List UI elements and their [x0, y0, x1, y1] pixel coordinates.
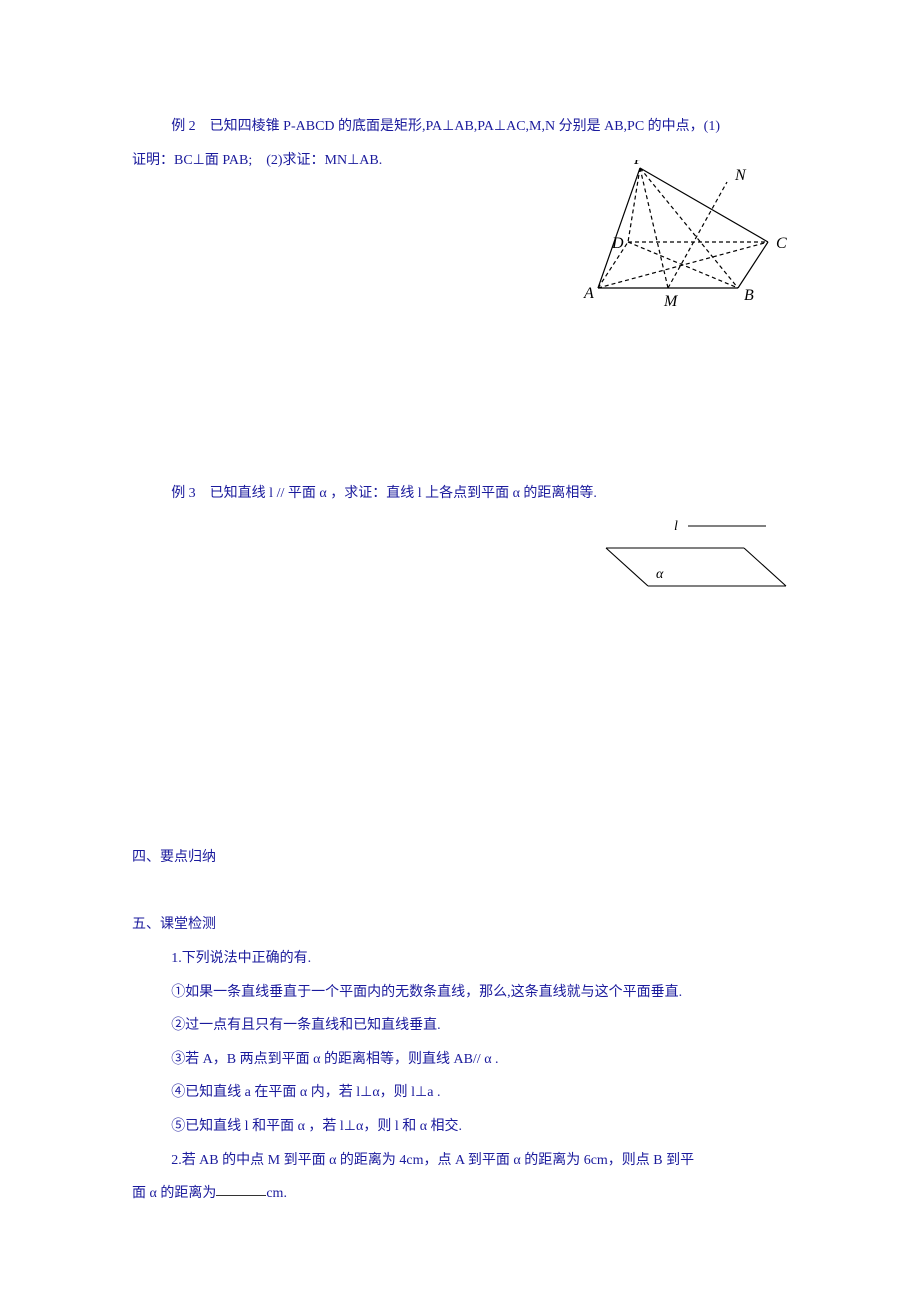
- question-1-item-2: ②过一点有且只有一条直线和已知直线垂直.: [132, 1009, 800, 1043]
- svg-text:D: D: [611, 235, 624, 252]
- figure-line-parallel-plane: lα: [580, 512, 800, 616]
- svg-text:C: C: [776, 235, 787, 252]
- example-3: 例 3 已知直线 l // 平面 α ，求证：直线 l 上各点到平面 α 的距离…: [132, 477, 800, 511]
- svg-text:N: N: [734, 167, 747, 184]
- spacer-3: [132, 874, 800, 908]
- fill-in-blank: [216, 1183, 266, 1197]
- question-1-item-1: ①如果一条直线垂直于一个平面内的无数条直线，那么,这条直线就与这个平面垂直.: [132, 976, 800, 1010]
- example-2-line-1: 例 2 已知四棱锥 P-ABCD 的底面是矩形,PA⊥AB,PA⊥AC,M,N …: [132, 110, 800, 144]
- svg-text:A: A: [583, 285, 594, 302]
- section-4-heading: 四、要点归纳: [132, 841, 800, 875]
- question-2-line-1: 2.若 AB 的中点 M 到平面 α 的距离为 4cm，点 A 到平面 α 的距…: [132, 1144, 800, 1178]
- question-1-item-4: ④已知直线 a 在平面 α 内，若 l⊥α，则 l⊥a .: [132, 1076, 800, 1110]
- q2-text-after: cm.: [266, 1186, 287, 1201]
- document-page: 例 2 已知四棱锥 P-ABCD 的底面是矩形,PA⊥AB,PA⊥AC,M,N …: [0, 0, 920, 1302]
- svg-text:M: M: [663, 293, 679, 310]
- question-2-line-2: 面 α 的距离为 cm.: [132, 1177, 800, 1211]
- question-1-item-5: ⑤已知直线 l 和平面 α ，若 l⊥α，则 l 和 α 相交.: [132, 1110, 800, 1144]
- question-1-item-3: ③若 A，B 两点到平面 α 的距离相等，则直线 AB// α .: [132, 1043, 800, 1077]
- q2-text-before: 面 α 的距离为: [132, 1186, 216, 1201]
- svg-text:l: l: [674, 519, 678, 534]
- svg-text:B: B: [744, 287, 754, 304]
- svg-text:α: α: [656, 567, 664, 582]
- section-5-heading: 五、课堂检测: [132, 908, 800, 942]
- question-1: 1.下列说法中正确的有.: [132, 942, 800, 976]
- figure-pyramid-p-abcd: P N D C A B M: [580, 160, 800, 334]
- svg-text:P: P: [633, 160, 644, 168]
